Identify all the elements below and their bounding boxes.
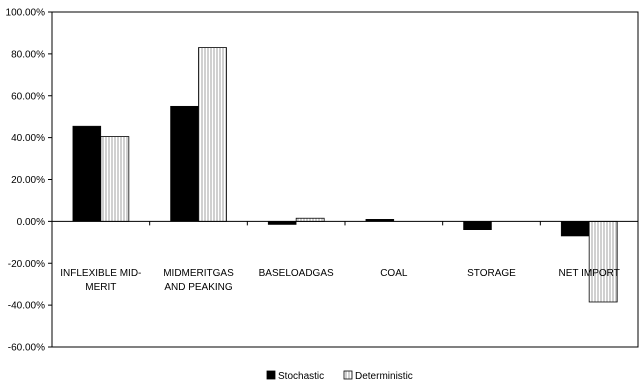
bar-stochastic	[463, 221, 492, 230]
x-axis: INFLEXIBLE MID-MERIT MIDMERITGAS AND PEAKI…	[51, 220, 639, 293]
category-label: INFLEXIBLE MID-MERIT	[60, 268, 141, 293]
bar-stochastic	[170, 105, 199, 222]
category-label: COAL	[380, 268, 408, 279]
bar-deterministic	[100, 136, 130, 222]
y-tick-label: -40.00%	[8, 301, 45, 312]
y-tick-label: 100.00%	[6, 8, 46, 19]
legend: Stochastic Deterministic	[266, 370, 413, 382]
plot-frame	[51, 11, 639, 348]
y-tick-label: 0.00%	[17, 217, 45, 228]
legend-label-stochastic: Stochastic	[278, 371, 324, 382]
y-tick-label: 60.00%	[11, 91, 45, 102]
y-tick-label: 80.00%	[11, 49, 45, 60]
bar-stochastic	[560, 221, 590, 237]
category-label: STORAGE	[467, 268, 516, 279]
category-label: NET IMPORT	[559, 268, 620, 279]
plot-area-border	[51, 11, 639, 348]
legend-swatch-deterministic	[343, 370, 353, 380]
category-label: BASELOADGAS	[259, 268, 334, 279]
y-axis: 100.00% 80.00% 60.00% 40.00% 20.00% 0.00% -20.…	[6, 8, 52, 354]
bars	[72, 47, 618, 303]
bar-deterministic	[198, 47, 227, 222]
y-tick-label: -60.00%	[8, 343, 45, 354]
legend-swatch-stochastic	[266, 370, 276, 380]
y-tick-label: -20.00%	[8, 259, 45, 270]
legend-label-deterministic: Deterministic	[355, 371, 413, 382]
bar-deterministic	[588, 220, 618, 303]
y-tick-label: 40.00%	[11, 133, 45, 144]
category-label: MIDMERITGAS AND PEAKING	[163, 268, 234, 293]
y-tick-label: 20.00%	[11, 175, 45, 186]
bar-stochastic	[72, 125, 102, 222]
